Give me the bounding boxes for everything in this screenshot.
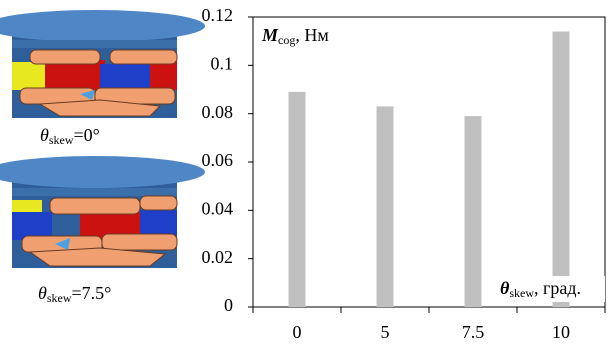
x-tick-label: 5 [381, 322, 390, 342]
plot-frame [253, 17, 605, 307]
x-tick-label: 0 [293, 322, 302, 342]
y-tick-label: 0.02 [202, 247, 234, 267]
y-tick-label: 0.04 [202, 198, 234, 218]
x-tick-label: 7.5 [462, 322, 485, 342]
y-tick-label: 0.08 [202, 102, 234, 122]
axis-label-subscript: skew [509, 286, 534, 300]
axis-label: Mcog, Нм [261, 25, 329, 47]
caption-symbol: θ [40, 125, 49, 145]
y-tick-label: 0.1 [211, 53, 234, 73]
caption-text: =7.5° [72, 283, 112, 303]
bar [377, 106, 394, 307]
caption-symbol: θ [38, 283, 47, 303]
caption-subscript: skew [47, 291, 72, 305]
bar [553, 32, 570, 308]
image-caption: θskew=0° [40, 125, 100, 147]
y-tick-label: 0.06 [202, 150, 234, 170]
motor-image [0, 10, 205, 118]
axis-label-unit: , Нм [295, 25, 328, 45]
y-tick-label: 0.12 [202, 5, 234, 25]
axis-label-symbol: M [261, 25, 279, 45]
caption-text: =0° [74, 125, 100, 145]
y-tick-label: 0 [224, 295, 233, 315]
axis-label-unit: , град. [534, 278, 581, 298]
axis-label-subscript: cog [278, 33, 295, 47]
motor-image [0, 156, 205, 268]
x-tick-label: 10 [552, 322, 570, 342]
bar [289, 92, 306, 307]
chart: θskew=0° θskew=7.5° 00.020.040.060.080.1… [0, 0, 608, 347]
image-caption: θskew=7.5° [38, 283, 111, 305]
bar [465, 116, 482, 307]
caption-subscript: skew [49, 133, 74, 147]
